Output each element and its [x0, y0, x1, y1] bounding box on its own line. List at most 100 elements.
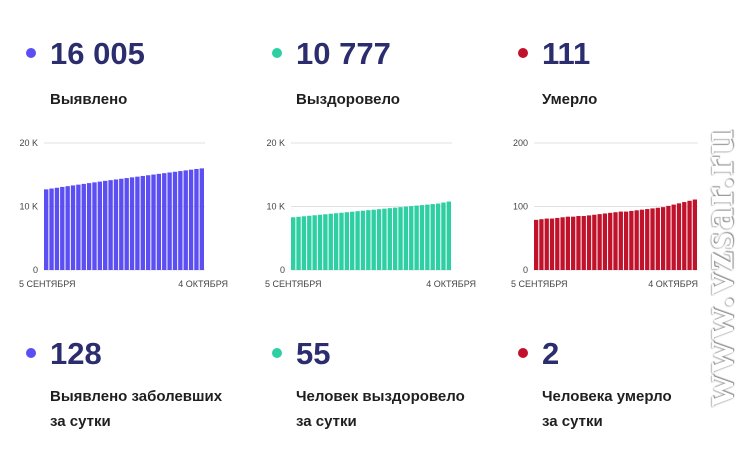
x-start-label: 5 СЕНТЯБРЯ: [265, 279, 322, 289]
bar: [317, 214, 323, 270]
bar: [156, 173, 162, 270]
recovered-total-value: 10 777: [296, 36, 391, 71]
bar: [398, 207, 403, 270]
bar: [555, 217, 560, 270]
recovered-daily-value: 55: [296, 336, 331, 371]
bar: [539, 219, 544, 270]
bar: [344, 212, 350, 270]
died-dot-icon: [518, 48, 528, 58]
bar: [188, 169, 194, 270]
bar: [618, 211, 623, 270]
bar: [140, 175, 145, 270]
bar: [382, 208, 387, 270]
bar: [597, 214, 602, 270]
bar: [328, 213, 333, 270]
bar: [629, 210, 634, 270]
bar: [387, 208, 392, 270]
detected-total-label: Выявлено: [50, 91, 128, 108]
died-total-label: Умерло: [542, 91, 598, 108]
died-daily-value: 2: [542, 336, 560, 371]
bar: [613, 212, 618, 270]
bar: [602, 213, 608, 270]
bar: [301, 216, 307, 270]
bar: [194, 168, 199, 270]
y-tick-label: 20 K: [266, 138, 285, 148]
bar: [151, 174, 156, 270]
bar: [581, 216, 586, 270]
bar: [129, 177, 135, 270]
y-tick-label: 0: [280, 265, 285, 275]
bar: [366, 210, 371, 270]
bar: [199, 168, 204, 270]
died-total-value: 111: [542, 36, 591, 71]
recovered-dot-icon: [272, 48, 282, 58]
bar: [549, 218, 555, 270]
chart-recovered: 0 10 K 20 K 5 СЕНТЯБРЯ 4 ОКТЯБРЯ: [265, 138, 476, 289]
recovered-daily-label-line2: за сутки: [296, 413, 357, 430]
bar: [291, 217, 296, 270]
bar: [430, 204, 435, 270]
y-tick-label: 200: [513, 138, 528, 148]
bar: [666, 205, 671, 270]
bar: [592, 214, 597, 270]
bar: [97, 181, 103, 270]
bar: [119, 178, 124, 270]
y-tick-label: 0: [33, 265, 38, 275]
died-daily-label-line2: за сутки: [542, 413, 603, 430]
recovered-total-label: Выздоровело: [296, 91, 400, 108]
detected-daily-label-line1: Выявлено заболевших: [50, 388, 223, 405]
bar: [135, 176, 140, 270]
bar: [92, 182, 97, 270]
bar: [145, 175, 151, 270]
bar: [376, 209, 382, 270]
bar: [81, 183, 86, 270]
bar: [296, 216, 301, 270]
y-tick-label: 0: [523, 265, 528, 275]
bar: [360, 210, 366, 270]
x-start-label: 5 СЕНТЯБРЯ: [19, 279, 76, 289]
bar: [167, 172, 172, 270]
bar: [103, 180, 108, 270]
bar: [172, 171, 178, 270]
bar: [425, 204, 430, 270]
bar: [682, 202, 687, 270]
bar: [544, 218, 549, 270]
bar: [560, 217, 565, 270]
bar: [350, 211, 355, 270]
bar: [446, 201, 451, 270]
bar: [576, 216, 581, 270]
bar: [676, 203, 682, 270]
bar: [403, 206, 409, 270]
bar: [307, 215, 312, 270]
bar: [639, 209, 645, 270]
bar: [655, 207, 660, 270]
bar: [49, 188, 54, 270]
bar: [634, 210, 639, 270]
chart-died: 0 100 200 5 СЕНТЯБРЯ 4 ОКТЯБРЯ: [511, 138, 698, 289]
bar: [623, 211, 629, 270]
bar: [608, 212, 613, 270]
bar: [70, 185, 76, 270]
bar: [650, 208, 655, 270]
bar: [419, 205, 425, 270]
detected-daily-label-line2: за сутки: [50, 413, 111, 430]
bar: [692, 199, 697, 270]
bar: [371, 209, 376, 270]
recovered-daily-dot-icon: [272, 348, 282, 358]
bar: [565, 216, 571, 270]
bar: [339, 212, 344, 270]
detected-total-value: 16 005: [50, 36, 145, 71]
watermark-text: www.vzsar.ru: [693, 127, 743, 407]
bar: [392, 207, 398, 270]
bar: [671, 204, 676, 270]
bar: [162, 173, 167, 270]
bar: [60, 186, 65, 270]
bar: [660, 207, 666, 270]
x-start-label: 5 СЕНТЯБРЯ: [511, 279, 568, 289]
x-end-label: 4 ОКТЯБРЯ: [426, 279, 476, 289]
x-end-label: 4 ОКТЯБРЯ: [178, 279, 228, 289]
bar: [312, 215, 317, 270]
detected-daily-dot-icon: [26, 348, 36, 358]
y-tick-label: 100: [513, 202, 528, 212]
bar: [54, 187, 60, 270]
